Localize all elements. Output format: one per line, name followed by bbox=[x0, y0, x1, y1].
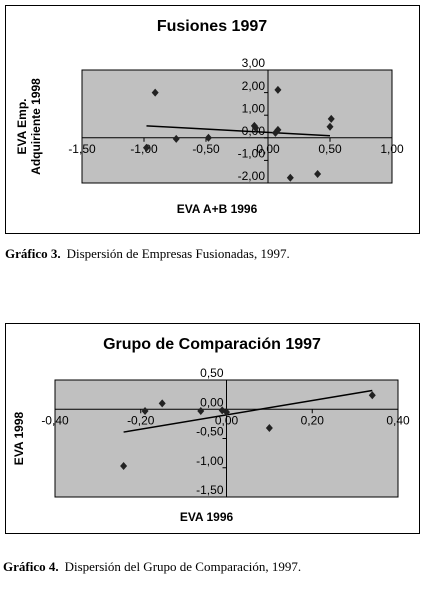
y-axis-label: Adquiriente 1998 bbox=[29, 78, 43, 175]
point bbox=[327, 114, 335, 123]
point bbox=[158, 399, 166, 408]
trend-line bbox=[146, 125, 331, 137]
x-tick-label: 0,00 bbox=[215, 413, 239, 427]
caption-text: Dispersión del Grupo de Comparación, 199… bbox=[65, 559, 301, 574]
caption: Gráfico 3. Dispersión de Empresas Fusiona… bbox=[5, 246, 290, 261]
y-tick-label: 2,00 bbox=[242, 79, 266, 93]
caption-label: Gráfico 3. bbox=[5, 246, 61, 261]
y-tick-label: -1,00 bbox=[196, 454, 224, 468]
point bbox=[172, 134, 180, 143]
x-tick-label: 0,00 bbox=[256, 142, 280, 156]
y-tick-label: -1,00 bbox=[238, 147, 266, 161]
x-tick-label: -0,40 bbox=[41, 413, 69, 427]
y-tick-label: -0,50 bbox=[196, 425, 224, 439]
point bbox=[204, 133, 212, 142]
point bbox=[314, 169, 322, 178]
caption: Gráfico 4. Dispersión del Grupo de Compar… bbox=[3, 559, 301, 574]
y-tick-label: 0,50 bbox=[200, 366, 224, 380]
point bbox=[271, 128, 279, 137]
point bbox=[151, 88, 159, 97]
x-tick-label: -0,50 bbox=[192, 142, 220, 156]
point bbox=[265, 423, 273, 432]
chart-title: Grupo de Comparación 1997 bbox=[103, 336, 321, 353]
caption-text: Dispersión de Empresas Fusionadas, 1997. bbox=[67, 246, 290, 261]
point bbox=[141, 407, 149, 416]
x-tick-label: -0,20 bbox=[127, 413, 155, 427]
point bbox=[252, 123, 260, 132]
point bbox=[286, 173, 294, 182]
y-tick-label: -2,00 bbox=[238, 169, 266, 183]
y-axis-label: EVA 1998 bbox=[12, 411, 26, 465]
point bbox=[274, 85, 282, 94]
y-tick-label: -1,50 bbox=[196, 483, 224, 497]
x-tick-label: 0,50 bbox=[318, 142, 342, 156]
x-tick-label: 0,40 bbox=[386, 413, 410, 427]
x-tick-label: 0,20 bbox=[301, 413, 325, 427]
x-tick-label: -1,50 bbox=[68, 142, 96, 156]
y-tick-label: 3,00 bbox=[242, 56, 266, 70]
caption-label: Gráfico 4. bbox=[3, 559, 59, 574]
trend-line bbox=[123, 389, 373, 433]
plot-area bbox=[81, 69, 393, 184]
point bbox=[218, 406, 226, 415]
x-tick-label: 1,00 bbox=[380, 142, 404, 156]
point bbox=[120, 461, 128, 470]
y-tick-label: 1,00 bbox=[242, 101, 266, 115]
x-axis-label: EVA 1996 bbox=[180, 510, 234, 524]
chart-title: Fusiones 1997 bbox=[157, 18, 267, 35]
x-axis-label: EVA A+B 1996 bbox=[177, 202, 258, 216]
point bbox=[142, 143, 150, 152]
y-axis-label: EVA Emp. bbox=[15, 98, 29, 154]
point bbox=[197, 407, 205, 416]
point bbox=[368, 391, 376, 400]
y-tick-label: 0,00 bbox=[200, 395, 224, 409]
point bbox=[326, 122, 334, 131]
